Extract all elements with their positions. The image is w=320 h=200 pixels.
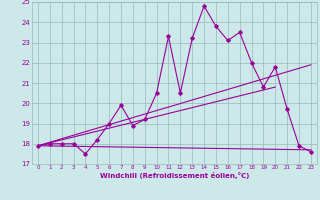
X-axis label: Windchill (Refroidissement éolien,°C): Windchill (Refroidissement éolien,°C) (100, 172, 249, 179)
